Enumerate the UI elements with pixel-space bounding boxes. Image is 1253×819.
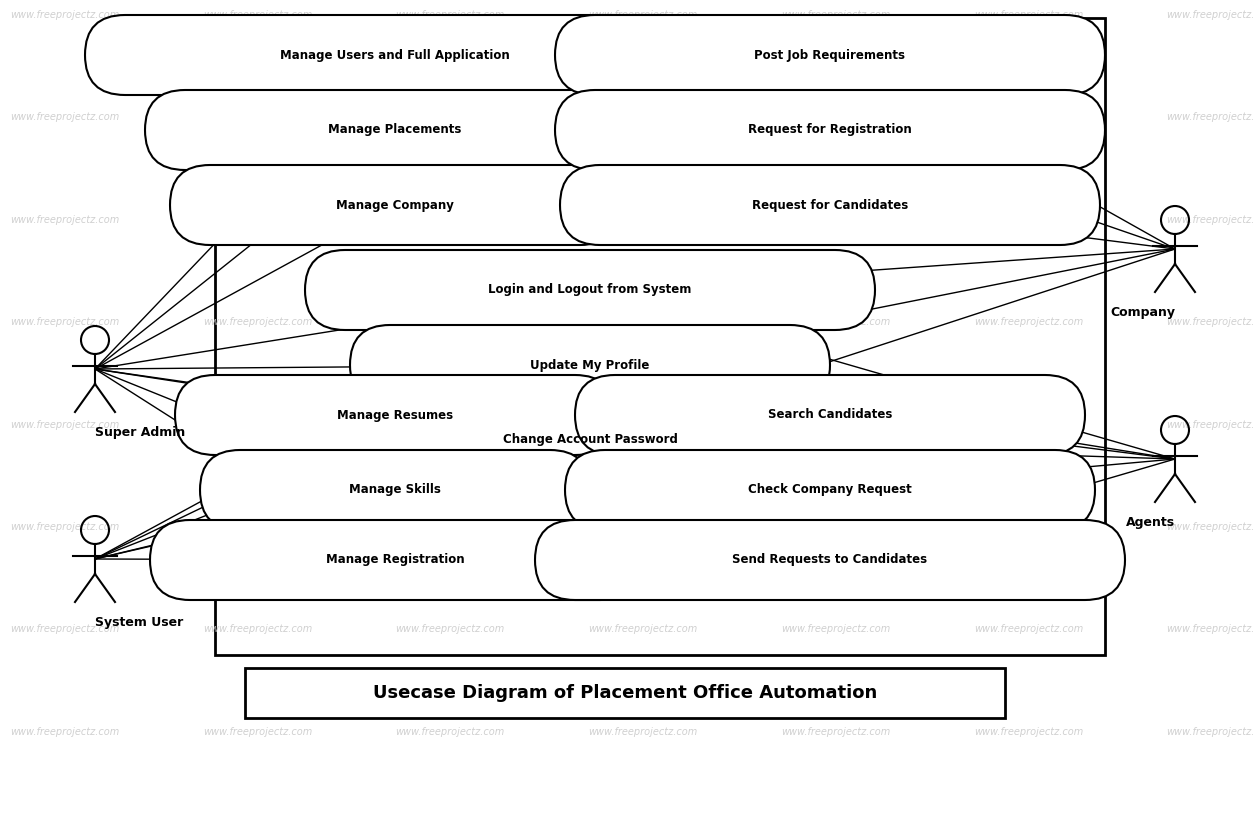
- Text: www.freeprojectz.com: www.freeprojectz.com: [10, 215, 119, 224]
- Text: www.freeprojectz.com: www.freeprojectz.com: [781, 215, 891, 224]
- Text: www.freeprojectz.com: www.freeprojectz.com: [1167, 419, 1253, 429]
- FancyBboxPatch shape: [555, 15, 1105, 95]
- FancyBboxPatch shape: [350, 325, 829, 405]
- Text: Agents: Agents: [1126, 516, 1175, 529]
- Text: www.freeprojectz.com: www.freeprojectz.com: [589, 522, 698, 532]
- Text: Company: Company: [1110, 306, 1175, 319]
- Text: www.freeprojectz.com: www.freeprojectz.com: [781, 522, 891, 532]
- Text: www.freeprojectz.com: www.freeprojectz.com: [203, 522, 312, 532]
- Text: www.freeprojectz.com: www.freeprojectz.com: [1167, 215, 1253, 224]
- Text: Search Candidates: Search Candidates: [768, 409, 892, 422]
- FancyBboxPatch shape: [175, 375, 615, 455]
- FancyBboxPatch shape: [560, 165, 1100, 245]
- Text: www.freeprojectz.com: www.freeprojectz.com: [203, 624, 312, 634]
- Text: www.freeprojectz.com: www.freeprojectz.com: [1167, 726, 1253, 736]
- Text: www.freeprojectz.com: www.freeprojectz.com: [589, 112, 698, 122]
- Text: www.freeprojectz.com: www.freeprojectz.com: [974, 10, 1083, 20]
- Text: www.freeprojectz.com: www.freeprojectz.com: [974, 726, 1083, 736]
- Text: www.freeprojectz.com: www.freeprojectz.com: [10, 522, 119, 532]
- Text: www.freeprojectz.com: www.freeprojectz.com: [10, 317, 119, 327]
- Text: www.freeprojectz.com: www.freeprojectz.com: [10, 112, 119, 122]
- FancyBboxPatch shape: [150, 520, 640, 600]
- Text: Super Admin: Super Admin: [95, 426, 185, 439]
- Text: www.freeprojectz.com: www.freeprojectz.com: [1167, 624, 1253, 634]
- Text: www.freeprojectz.com: www.freeprojectz.com: [1167, 522, 1253, 532]
- Text: Update My Profile: Update My Profile: [530, 359, 650, 372]
- Text: www.freeprojectz.com: www.freeprojectz.com: [589, 726, 698, 736]
- Text: www.freeprojectz.com: www.freeprojectz.com: [1167, 112, 1253, 122]
- Text: Manage Skills: Manage Skills: [350, 483, 441, 496]
- Text: www.freeprojectz.com: www.freeprojectz.com: [781, 624, 891, 634]
- Text: Usecase Diagram of Placement Office Automation: Usecase Diagram of Placement Office Auto…: [373, 684, 877, 702]
- FancyBboxPatch shape: [294, 400, 885, 480]
- Text: www.freeprojectz.com: www.freeprojectz.com: [396, 726, 505, 736]
- FancyBboxPatch shape: [555, 90, 1105, 170]
- Text: Request for Candidates: Request for Candidates: [752, 198, 908, 211]
- Text: Send Requests to Candidates: Send Requests to Candidates: [733, 554, 927, 567]
- Text: www.freeprojectz.com: www.freeprojectz.com: [10, 10, 119, 20]
- Text: Manage Placements: Manage Placements: [328, 124, 461, 137]
- Text: www.freeprojectz.com: www.freeprojectz.com: [203, 112, 312, 122]
- Text: www.freeprojectz.com: www.freeprojectz.com: [974, 317, 1083, 327]
- Text: www.freeprojectz.com: www.freeprojectz.com: [203, 317, 312, 327]
- Text: System User: System User: [95, 616, 183, 629]
- FancyBboxPatch shape: [200, 450, 590, 530]
- Text: Manage Company: Manage Company: [336, 198, 454, 211]
- Text: Change Account Password: Change Account Password: [502, 433, 678, 446]
- Text: www.freeprojectz.com: www.freeprojectz.com: [1167, 10, 1253, 20]
- Text: www.freeprojectz.com: www.freeprojectz.com: [589, 317, 698, 327]
- Text: www.freeprojectz.com: www.freeprojectz.com: [203, 10, 312, 20]
- Text: Login and Logout from System: Login and Logout from System: [489, 283, 692, 296]
- Text: www.freeprojectz.com: www.freeprojectz.com: [10, 419, 119, 429]
- FancyBboxPatch shape: [565, 450, 1095, 530]
- FancyBboxPatch shape: [304, 250, 875, 330]
- Text: www.freeprojectz.com: www.freeprojectz.com: [396, 112, 505, 122]
- Text: www.freeprojectz.com: www.freeprojectz.com: [396, 624, 505, 634]
- Text: www.freeprojectz.com: www.freeprojectz.com: [974, 112, 1083, 122]
- Text: Request for Registration: Request for Registration: [748, 124, 912, 137]
- Text: www.freeprojectz.com: www.freeprojectz.com: [589, 215, 698, 224]
- Text: www.freeprojectz.com: www.freeprojectz.com: [781, 10, 891, 20]
- Text: www.freeprojectz.com: www.freeprojectz.com: [10, 726, 119, 736]
- FancyBboxPatch shape: [145, 90, 645, 170]
- Text: www.freeprojectz.com: www.freeprojectz.com: [781, 419, 891, 429]
- Text: www.freeprojectz.com: www.freeprojectz.com: [396, 522, 505, 532]
- Text: www.freeprojectz.com: www.freeprojectz.com: [974, 624, 1083, 634]
- FancyBboxPatch shape: [216, 18, 1105, 655]
- Text: www.freeprojectz.com: www.freeprojectz.com: [974, 215, 1083, 224]
- Text: www.freeprojectz.com: www.freeprojectz.com: [974, 419, 1083, 429]
- FancyBboxPatch shape: [85, 15, 705, 95]
- Text: www.freeprojectz.com: www.freeprojectz.com: [1167, 317, 1253, 327]
- Text: Manage Resumes: Manage Resumes: [337, 409, 454, 422]
- Text: www.freeprojectz.com: www.freeprojectz.com: [396, 317, 505, 327]
- Text: www.freeprojectz.com: www.freeprojectz.com: [396, 419, 505, 429]
- Text: www.freeprojectz.com: www.freeprojectz.com: [203, 215, 312, 224]
- Text: Post Job Requirements: Post Job Requirements: [754, 48, 906, 61]
- Text: www.freeprojectz.com: www.freeprojectz.com: [974, 522, 1083, 532]
- Text: www.freeprojectz.com: www.freeprojectz.com: [203, 419, 312, 429]
- Text: www.freeprojectz.com: www.freeprojectz.com: [589, 624, 698, 634]
- Text: Manage Users and Full Application: Manage Users and Full Application: [281, 48, 510, 61]
- Text: www.freeprojectz.com: www.freeprojectz.com: [781, 112, 891, 122]
- Text: Check Company Request: Check Company Request: [748, 483, 912, 496]
- FancyBboxPatch shape: [575, 375, 1085, 455]
- Text: www.freeprojectz.com: www.freeprojectz.com: [589, 10, 698, 20]
- Text: www.freeprojectz.com: www.freeprojectz.com: [781, 726, 891, 736]
- Text: www.freeprojectz.com: www.freeprojectz.com: [396, 215, 505, 224]
- Text: www.freeprojectz.com: www.freeprojectz.com: [781, 317, 891, 327]
- FancyBboxPatch shape: [246, 668, 1005, 718]
- FancyBboxPatch shape: [170, 165, 620, 245]
- Text: www.freeprojectz.com: www.freeprojectz.com: [10, 624, 119, 634]
- Text: www.freeprojectz.com: www.freeprojectz.com: [396, 10, 505, 20]
- FancyBboxPatch shape: [535, 520, 1125, 600]
- Text: www.freeprojectz.com: www.freeprojectz.com: [203, 726, 312, 736]
- Text: Manage Registration: Manage Registration: [326, 554, 465, 567]
- Text: www.freeprojectz.com: www.freeprojectz.com: [589, 419, 698, 429]
